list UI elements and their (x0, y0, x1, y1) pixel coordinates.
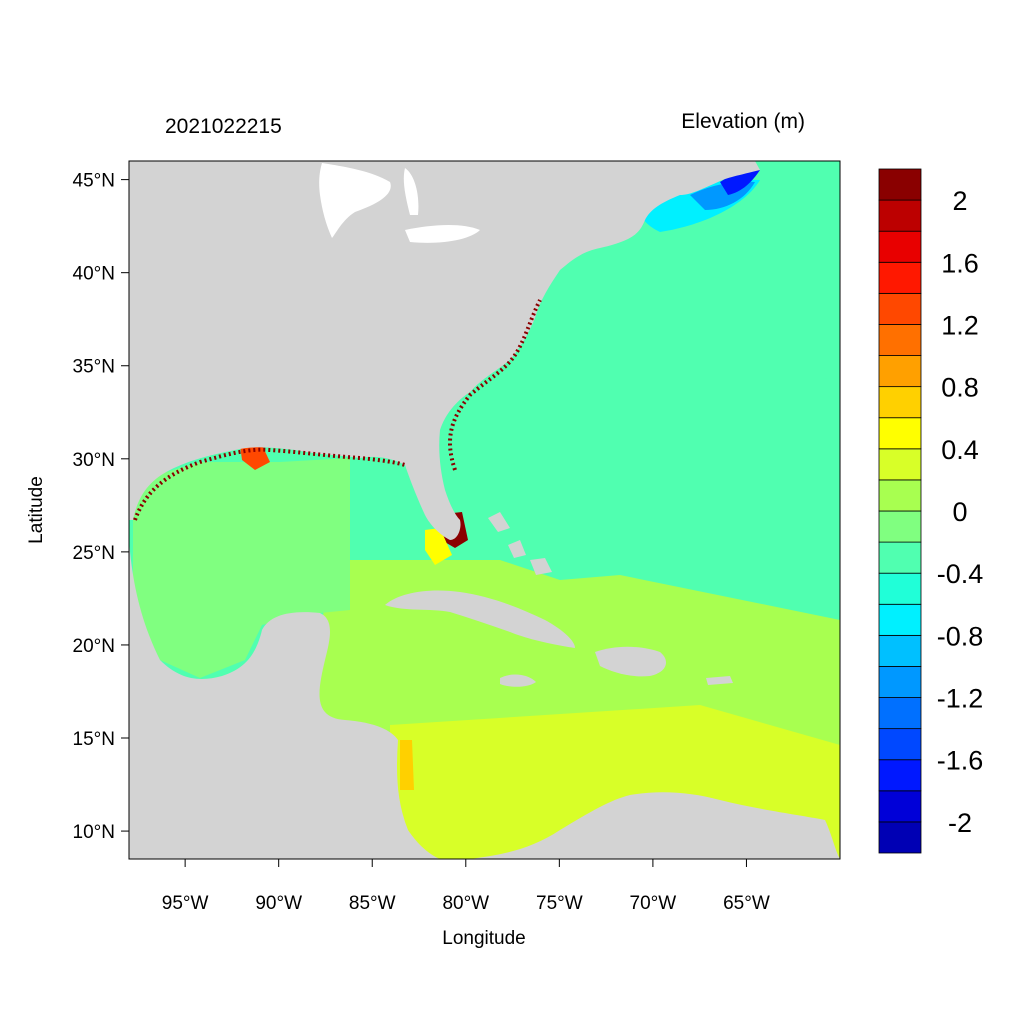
map-border (128, 160, 841, 860)
x-tick-label: 80°W (442, 893, 489, 914)
colorbar-label: 1.2 (941, 310, 979, 340)
colorbar-swatch (878, 634, 922, 667)
colorbar-swatch (878, 510, 922, 543)
x-tick-label: 95°W (162, 893, 209, 914)
y-tick-label: 40°N (73, 264, 115, 285)
y-tick-label: 30°N (73, 450, 115, 471)
colorbar-swatch (878, 355, 922, 388)
y-tick-label: 25°N (73, 543, 115, 564)
y-tick-label: 20°N (73, 636, 115, 657)
colorbar (878, 168, 922, 854)
colorbar-swatch (878, 572, 922, 605)
great-lakes (319, 163, 480, 243)
atlantic-southern-field (560, 376, 840, 600)
colorbar-label: -1.6 (937, 746, 984, 776)
puerto-rico-land (706, 676, 733, 685)
colorbar-label: -2 (948, 808, 972, 838)
variable-title: Elevation (m) (681, 110, 805, 133)
colorbar-swatch (878, 417, 922, 450)
colorbar-label: -0.8 (937, 621, 984, 651)
colorbar-swatch (878, 697, 922, 730)
colorbar-swatch (878, 324, 922, 356)
colorbar-swatch (878, 728, 922, 761)
colorbar-label: 0.4 (941, 435, 979, 465)
colorbar-swatch (878, 168, 922, 201)
cuba-land (385, 590, 575, 648)
colorbar-swatch (878, 603, 922, 636)
colorbar-swatch (878, 292, 922, 325)
y-axis-label: Latitude (26, 476, 47, 544)
x-tick-label: 75°W (536, 893, 583, 914)
colorbar-swatch (878, 230, 922, 263)
colorbar-swatch (878, 199, 922, 232)
honduras-coast-field (400, 740, 414, 790)
gulf-coast-surge-fringe (133, 447, 406, 521)
colorbar-swatch (878, 448, 922, 481)
y-axis-ticks: 45°N 40°N 35°N 30°N 25°N 20°N 15°N 10°N (73, 171, 129, 843)
x-axis-label: Longitude (442, 928, 525, 949)
jamaica-land (500, 674, 536, 687)
colorbar-label: 1.6 (941, 248, 979, 278)
colorbar-swatch (878, 386, 922, 419)
colorbar-swatch (878, 479, 922, 512)
colorbar-swatch (878, 261, 922, 294)
x-tick-label: 90°W (255, 893, 302, 914)
colorbar-label: 0.8 (941, 373, 979, 403)
louisiana-coast-surge (240, 445, 270, 470)
bahamas-land (488, 512, 552, 575)
hispaniola-land (595, 646, 666, 677)
colorbar-swatch (878, 821, 922, 854)
us-east-coast-surge-fringe (448, 299, 542, 471)
colorbar-swatch (878, 541, 922, 574)
map-plot-area (129, 161, 840, 859)
colorbar-label: 2 (952, 186, 967, 216)
colorbar-label: -1.2 (937, 684, 984, 714)
north-america-land (129, 161, 760, 540)
x-tick-label: 85°W (349, 893, 396, 914)
colorbar-label: -0.4 (937, 559, 984, 589)
y-tick-label: 10°N (73, 822, 115, 843)
gulf-of-mexico-field (133, 458, 350, 678)
y-tick-label: 45°N (73, 171, 115, 192)
y-tick-label: 35°N (73, 357, 115, 378)
x-tick-label: 65°W (723, 893, 770, 914)
colorbar-swatch (878, 759, 922, 792)
y-tick-label: 15°N (73, 729, 115, 750)
south-america-land (470, 792, 840, 859)
timestamp-title: 2021022215 (165, 115, 282, 138)
colorbar-swatch (878, 790, 922, 823)
x-tick-label: 70°W (630, 893, 677, 914)
colorbar-swatch (878, 666, 922, 698)
x-axis-ticks: 95°W 90°W 85°W 80°W 75°W 70°W 65°W (162, 859, 770, 914)
mexico-central-america-land (129, 540, 440, 859)
florida-bay-edge (425, 528, 452, 565)
colorbar-labels: 2 1.6 1.2 0.8 0.4 0 -0.4 -0.8 -1.2 -1.6 -2 (937, 186, 984, 838)
colorbar-label: 0 (952, 497, 967, 527)
bay-of-fundy-field (720, 169, 760, 195)
